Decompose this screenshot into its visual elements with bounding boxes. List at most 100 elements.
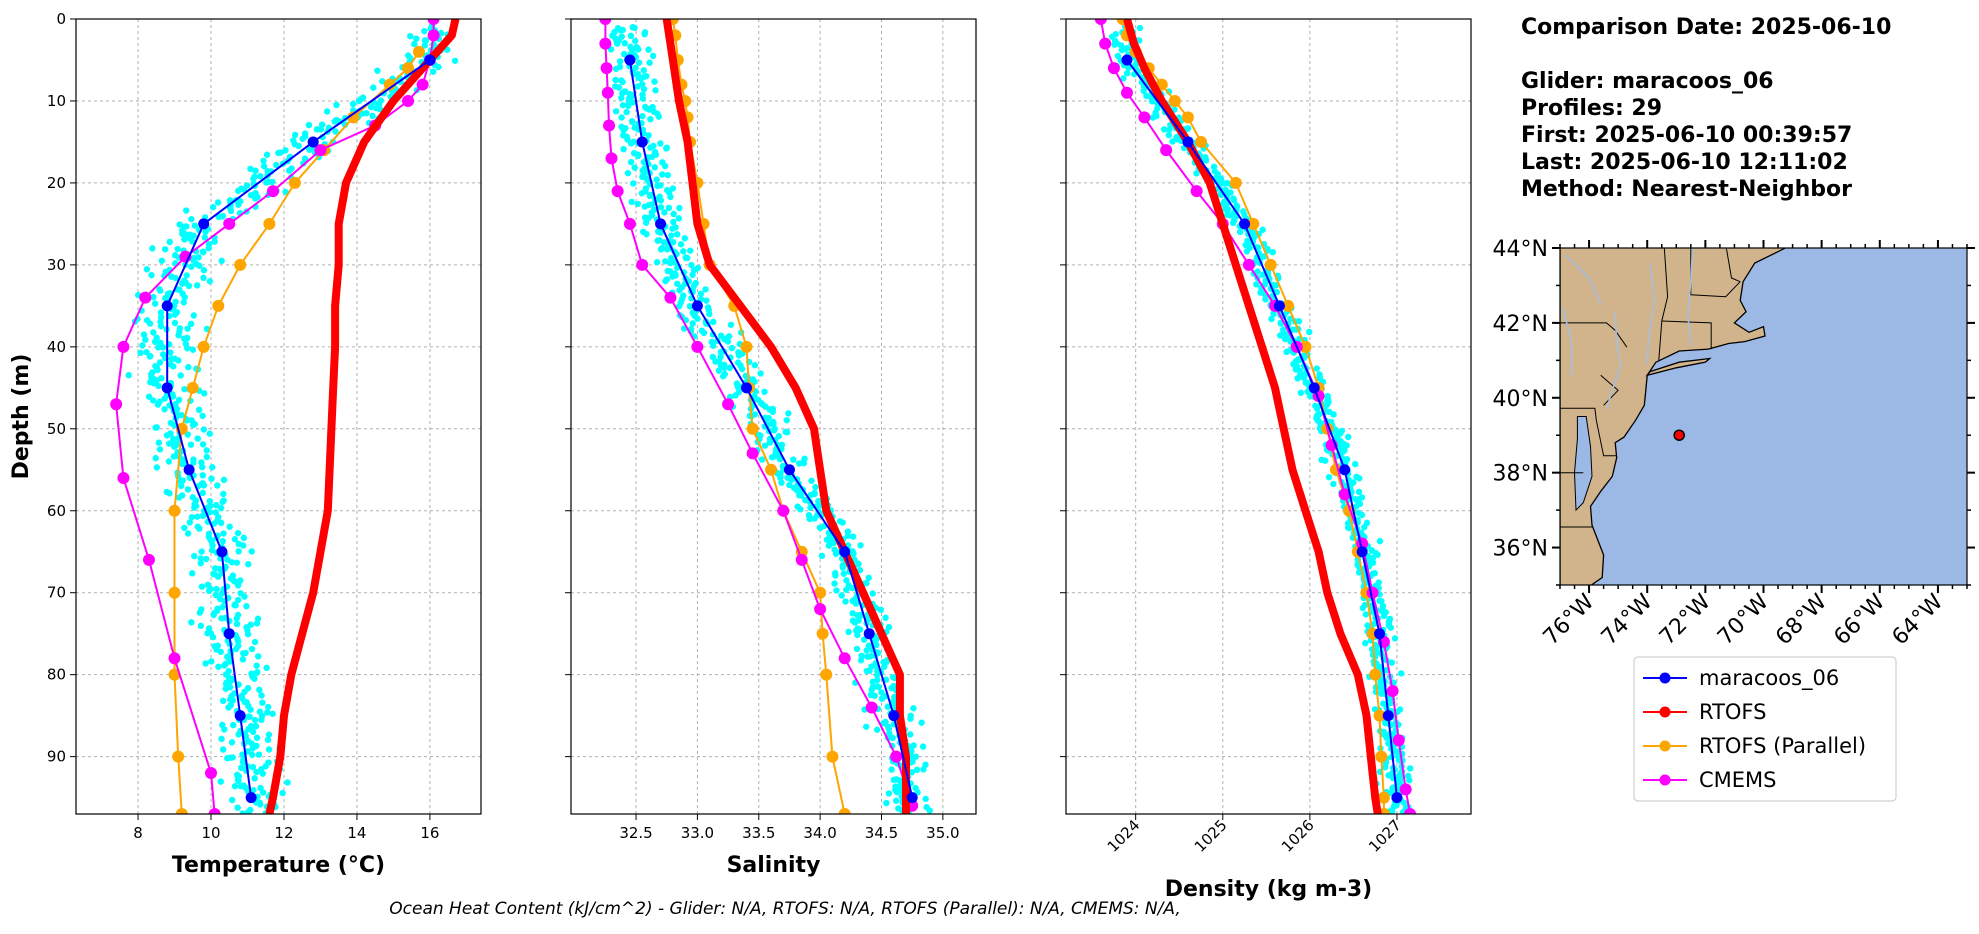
glider-observation-point (185, 363, 192, 371)
glider-observation-point (155, 382, 162, 390)
cmems-point (603, 119, 616, 132)
glider-observation-point (229, 796, 236, 804)
glider-observation-point (612, 76, 619, 84)
glider-observation-point (1236, 228, 1244, 236)
glider-observation-point (374, 67, 381, 74)
lat-label: 44°N (1493, 237, 1548, 262)
cmems-point (1138, 111, 1151, 124)
glider-observation-point (217, 648, 224, 656)
glider-observation-point (229, 697, 237, 704)
glider-point (1273, 300, 1285, 312)
cmems-point (1160, 144, 1173, 157)
glider-observation-point (689, 271, 696, 279)
glider-observation-point (1385, 740, 1392, 747)
glider-observation-point (1160, 126, 1168, 133)
glider-observation-point (231, 601, 239, 608)
glider-observation-point (241, 593, 248, 600)
glider-observation-point (1376, 537, 1384, 545)
glider-observation-point (255, 751, 263, 758)
glider-observation-point (657, 182, 664, 189)
glider-observation-point (751, 362, 759, 369)
glider-observation-point (243, 602, 250, 610)
glider-observation-point (259, 770, 266, 777)
glider-observation-point (1112, 31, 1120, 38)
glider-observation-point (240, 186, 248, 193)
glider-observation-point (648, 212, 656, 219)
lon-label: 64°W (1888, 589, 1949, 650)
glider-observation-point (629, 23, 636, 31)
glider-observation-point (1330, 480, 1337, 488)
glider-observation-point (811, 490, 818, 498)
rtofs-parallel-point (820, 668, 833, 681)
rtofs-line (662, 19, 910, 814)
glider-observation-point (242, 732, 249, 740)
glider-observation-point (761, 388, 768, 395)
glider-observation-point (181, 524, 188, 532)
glider-observation-point (888, 684, 895, 692)
glider-observation-point (647, 115, 654, 123)
glider-observation-point (694, 315, 701, 322)
glider-observation-point (1269, 248, 1277, 256)
cmems-point (110, 398, 123, 411)
chesapeake-bay (1573, 416, 1593, 512)
legend-item-rtofs-parallel: RTOFS (Parallel) (1643, 734, 1866, 758)
glider-observation-point (245, 713, 252, 720)
cmems-point (1120, 86, 1133, 99)
glider-observation-point (253, 620, 261, 627)
glider-observation-point (1306, 328, 1313, 336)
glider-observation-point (688, 261, 695, 269)
glider-observation-point (852, 600, 860, 607)
rtofs-parallel-point (168, 668, 181, 681)
glider-observation-point (170, 363, 177, 370)
glider-observation-point (769, 408, 776, 416)
cmems-point (636, 258, 649, 271)
glider-observation-point (668, 232, 675, 239)
cmems-point (722, 398, 735, 411)
glider-observation-point (1280, 329, 1287, 337)
glider-observation-point (323, 108, 331, 115)
glider-observation-point (211, 565, 219, 572)
plot-area (110, 19, 460, 814)
glider-observation-point (1254, 244, 1262, 251)
glider-observation-point (889, 698, 897, 705)
glider-observation-point (179, 280, 186, 287)
glider-observation-point (203, 453, 211, 461)
glider-observation-point (175, 396, 183, 404)
glider-observation-point (421, 42, 429, 49)
glider-observation-point (234, 804, 241, 811)
rtofs-parallel-point (1264, 258, 1277, 271)
rtofs-parallel-point (1247, 217, 1260, 230)
glider-observation-point (233, 559, 240, 566)
glider-observation-point (864, 653, 871, 660)
glider-observation-point (1169, 138, 1176, 145)
glider-observation-point (154, 401, 162, 408)
glider-point (783, 464, 795, 476)
last-time: Last: 2025-06-10 12:11:02 (1521, 150, 1848, 175)
glider-observation-point (379, 78, 386, 85)
glider-observation-point (670, 218, 677, 226)
y-tick-label: 90 (47, 748, 66, 766)
glider-observation-point (186, 519, 194, 526)
glider-observation-point (833, 587, 840, 594)
cmems-point (605, 152, 618, 165)
glider-observation-point (301, 155, 309, 162)
glider-observation-point (198, 548, 205, 555)
glider-observation-point (785, 410, 792, 417)
glider-observation-point (631, 164, 638, 171)
glider-observation-point (1345, 433, 1352, 441)
glider-observation-point (1140, 87, 1147, 95)
glider-observation-point (619, 26, 626, 34)
cmems-point (139, 291, 152, 304)
profile-panels: 0 10 20 30 40 50 60 70 80 90 8 10 12 14 16 Temperature … (9, 10, 1472, 902)
glider-observation-point (156, 446, 164, 453)
glider-observation-point (260, 157, 267, 165)
glider-point (183, 464, 195, 476)
glider-observation-point (912, 753, 920, 760)
legend-swatch-marker (1659, 706, 1671, 718)
cmems-point (205, 767, 217, 780)
glider-observation-point (615, 84, 623, 91)
glider-observation-point (248, 740, 255, 747)
cmems-point (601, 86, 614, 99)
x-tick-label: 8 (133, 824, 143, 842)
glider-observation-point (643, 230, 650, 238)
